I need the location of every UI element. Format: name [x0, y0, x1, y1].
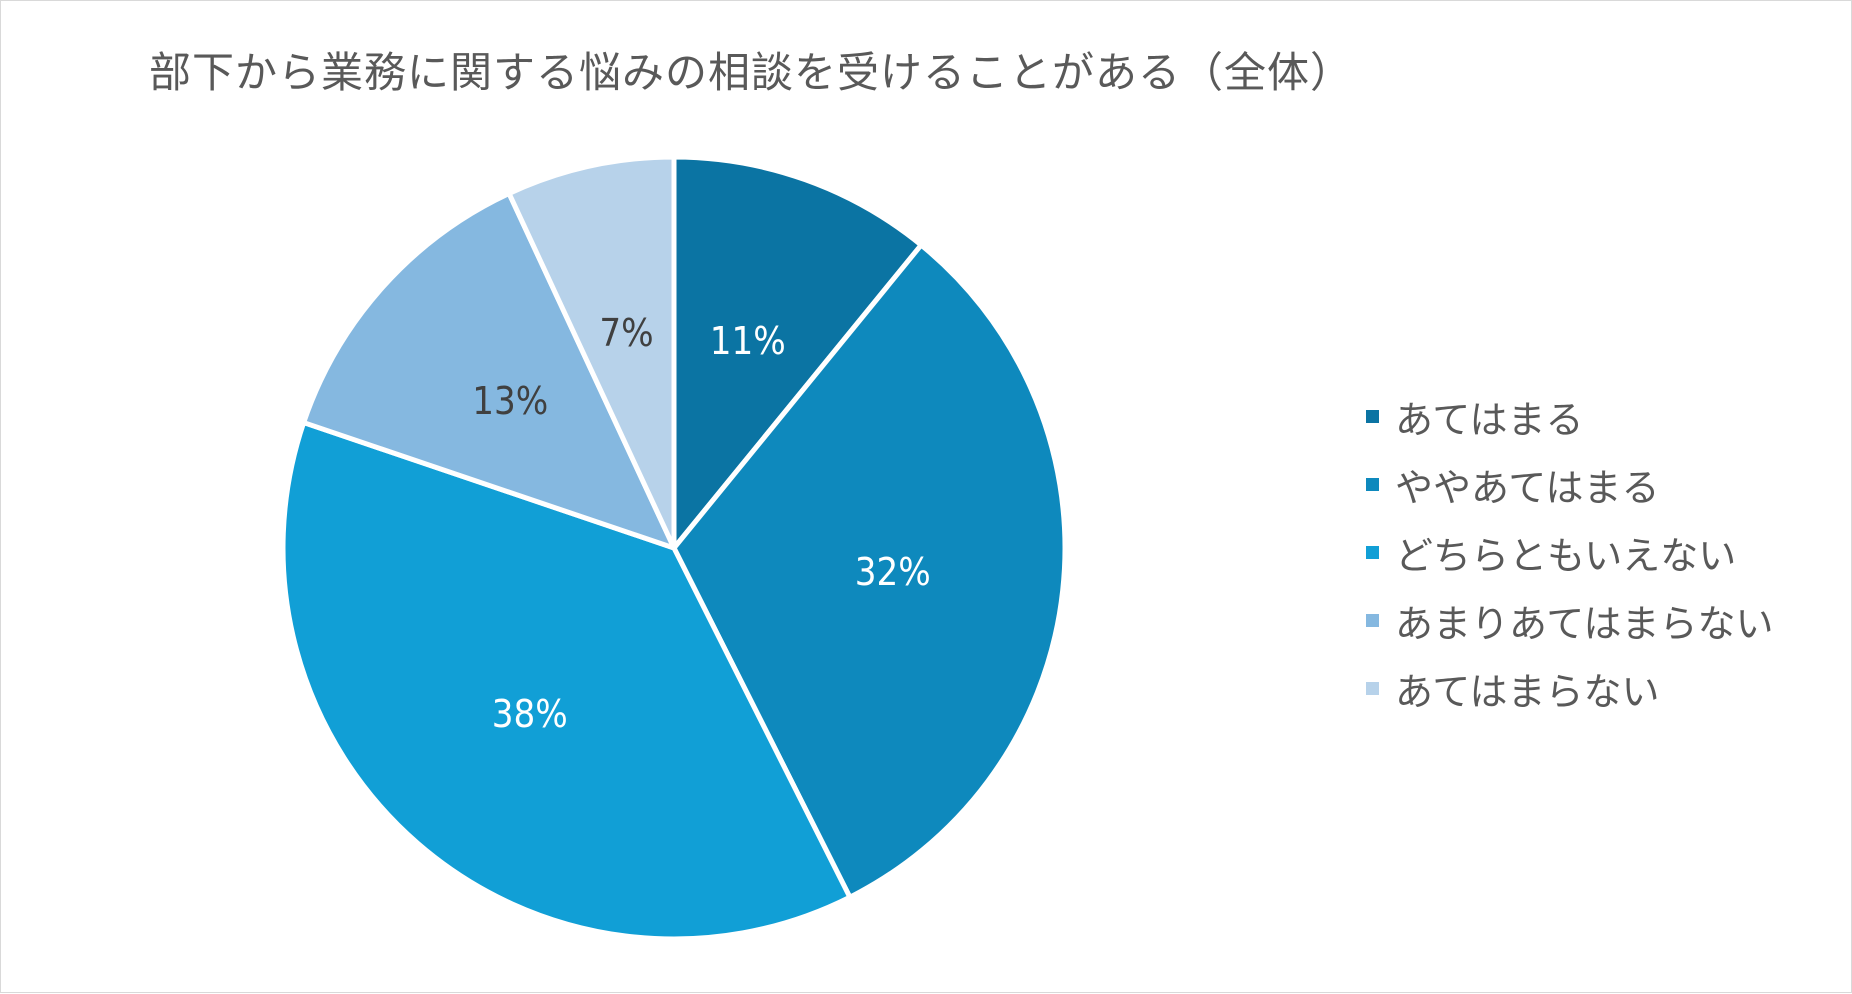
legend-item-4: あまりあてはまらない [1366, 586, 1773, 654]
data-label-2: 32% [855, 550, 931, 594]
legend-item-2: ややあてはまる [1366, 450, 1773, 518]
legend-label: どちらともいえない [1395, 533, 1737, 578]
legend-label: ややあてはまる [1395, 465, 1660, 510]
chart-title: 部下から業務に関する悩みの相談を受けることがある（全体） [148, 48, 1353, 97]
pie-slice-1 [671, 154, 924, 551]
legend-swatch [1366, 409, 1379, 423]
pie-slice-3 [280, 420, 853, 942]
data-label-3: 38% [492, 692, 568, 736]
legend-item-5: あてはまらない [1366, 654, 1773, 722]
legend-swatch [1366, 613, 1379, 627]
pie-slice-5 [506, 154, 677, 551]
legend-swatch [1366, 477, 1379, 491]
legend-swatch [1366, 545, 1379, 559]
legend-item-3: どちらともいえない [1366, 518, 1773, 586]
legend-label: あてはまらない [1395, 669, 1660, 714]
pie-slice-2 [671, 242, 1068, 900]
legend-label: あまりあてはまらない [1395, 601, 1774, 646]
legend-item-1: あてはまる [1366, 382, 1773, 450]
pie-slice-4 [301, 190, 677, 551]
legend-label: あてはまる [1395, 397, 1584, 442]
legend-swatch [1366, 681, 1379, 695]
data-label-1: 11% [710, 319, 786, 363]
data-label-4: 13% [472, 379, 548, 423]
chart-legend: あてはまるややあてはまるどちらともいえない あまりあてはまらない あてはまらない [1366, 382, 1773, 722]
data-label-5: 7% [599, 311, 653, 355]
